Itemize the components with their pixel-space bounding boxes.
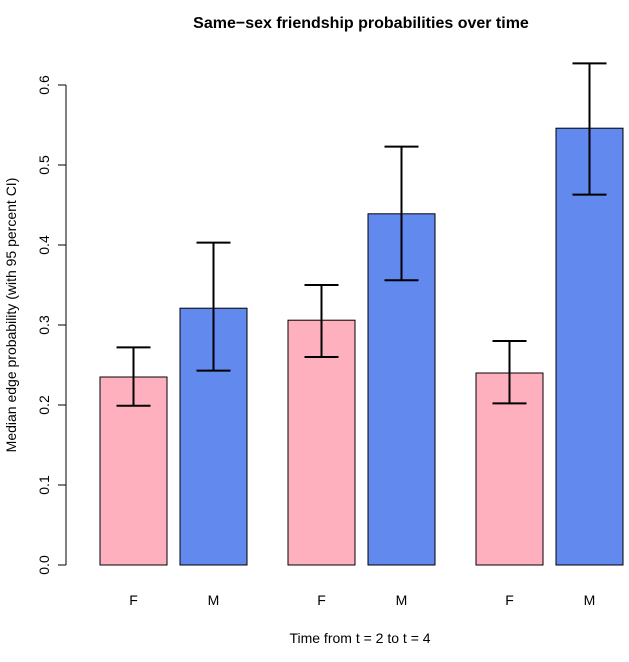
y-tick-label: 0.6: [36, 75, 52, 95]
x-tick-label: M: [584, 592, 596, 608]
x-tick-label: F: [505, 592, 514, 608]
y-tick-label: 0.4: [36, 235, 52, 255]
bars: [99, 62, 624, 566]
x-tick-label: F: [129, 592, 138, 608]
y-tick-label: 0.1: [36, 475, 52, 495]
y-axis: 0.0 0.1 0.2 0.3 0.4 0.5 0.6: [36, 75, 67, 575]
bar-f: [475, 372, 544, 566]
y-tick-label: 0.5: [36, 155, 52, 175]
y-axis-label: Median edge probability (with 95 percent…: [3, 178, 19, 453]
bar-f: [99, 376, 168, 566]
x-tick-label: F: [317, 592, 326, 608]
bar-f: [287, 319, 356, 566]
x-axis-label: Time from t = 2 to t = 4: [289, 630, 430, 646]
bar-m: [555, 127, 624, 566]
x-tick-label: M: [396, 592, 408, 608]
y-tick-label: 0.0: [36, 555, 52, 575]
y-tick-label: 0.2: [36, 395, 52, 415]
x-tick-label: M: [208, 592, 220, 608]
chart-title: Same−sex friendship probabilities over t…: [193, 15, 529, 32]
y-tick-label: 0.3: [36, 315, 52, 335]
